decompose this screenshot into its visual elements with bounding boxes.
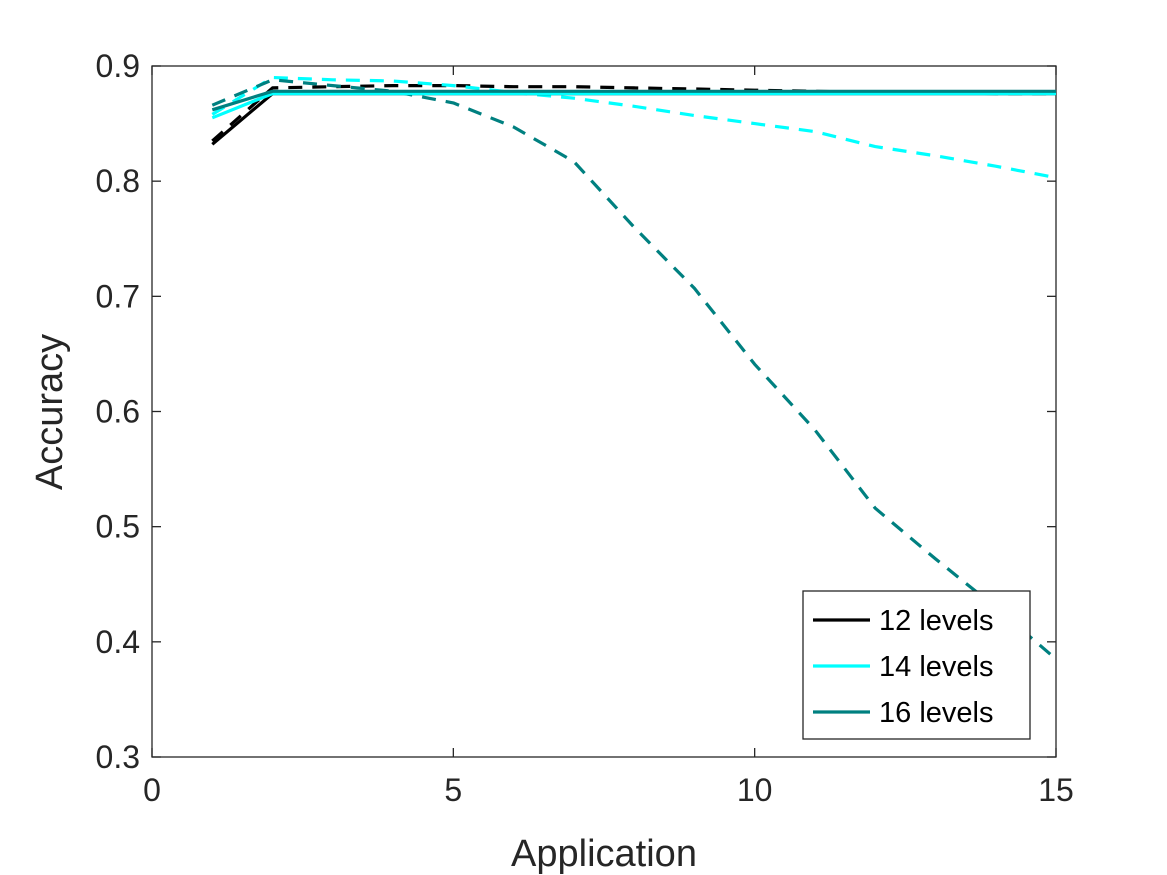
legend-label: 16 levels — [879, 697, 993, 729]
y-axis: 0.3 0.4 0.5 0.6 0.7 0.8 0.9 — [96, 48, 1056, 775]
series-line-2 — [211, 89, 1056, 112]
legend-label: 14 levels — [879, 651, 993, 683]
x-tick-label: 15 — [1038, 772, 1074, 808]
y-tick-label: 0.7 — [96, 278, 140, 314]
x-axis-title: Application — [511, 833, 697, 875]
y-tick-label: 0.6 — [96, 394, 140, 430]
legend: 12 levels 14 levels 16 levels — [802, 590, 1031, 740]
y-tick-label: 0.4 — [96, 624, 140, 660]
x-tick-label: 5 — [444, 772, 462, 808]
y-tick-label: 0.9 — [96, 48, 140, 84]
series-layer — [211, 75, 1058, 661]
series-line-1 — [211, 91, 1056, 120]
y-axis-title: Accuracy — [29, 334, 71, 490]
x-tick-label: 10 — [737, 772, 773, 808]
series-line-dashed-5 — [211, 78, 1058, 661]
y-tick-label: 0.3 — [96, 739, 140, 775]
x-axis: 0 5 10 15 — [143, 66, 1074, 808]
series-line-dashed-4 — [211, 75, 1057, 180]
y-tick-label: 0.8 — [96, 163, 140, 199]
x-tick-label: 0 — [143, 772, 161, 808]
legend-label: 12 levels — [879, 605, 993, 637]
y-tick-label: 0.5 — [96, 509, 140, 545]
